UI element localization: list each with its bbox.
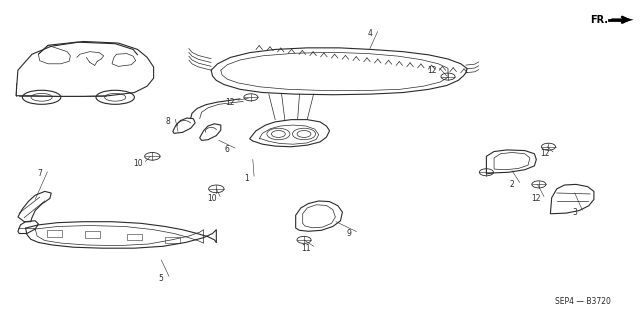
Bar — [85, 231, 100, 238]
Text: 12: 12 — [428, 66, 436, 75]
Text: 12: 12 — [541, 149, 550, 158]
Polygon shape — [622, 17, 634, 23]
Text: 1: 1 — [244, 174, 249, 182]
Text: 12: 12 — [226, 98, 235, 107]
Text: FR.: FR. — [590, 15, 608, 25]
Bar — [127, 234, 142, 240]
Text: 12: 12 — [532, 194, 541, 203]
Text: 2: 2 — [509, 180, 515, 189]
Bar — [165, 237, 180, 243]
Text: 10: 10 — [132, 159, 143, 168]
Text: 7: 7 — [37, 169, 42, 178]
Bar — [47, 230, 62, 237]
Text: 5: 5 — [159, 274, 164, 283]
Text: 3: 3 — [572, 208, 577, 217]
Text: 4: 4 — [367, 29, 372, 38]
Text: 10: 10 — [207, 194, 218, 203]
Text: 8: 8 — [165, 117, 170, 126]
Text: 11: 11 — [301, 244, 310, 253]
Text: 9: 9 — [346, 229, 351, 238]
Text: 6: 6 — [225, 145, 230, 154]
Text: SEP4 — B3720: SEP4 — B3720 — [556, 297, 611, 306]
